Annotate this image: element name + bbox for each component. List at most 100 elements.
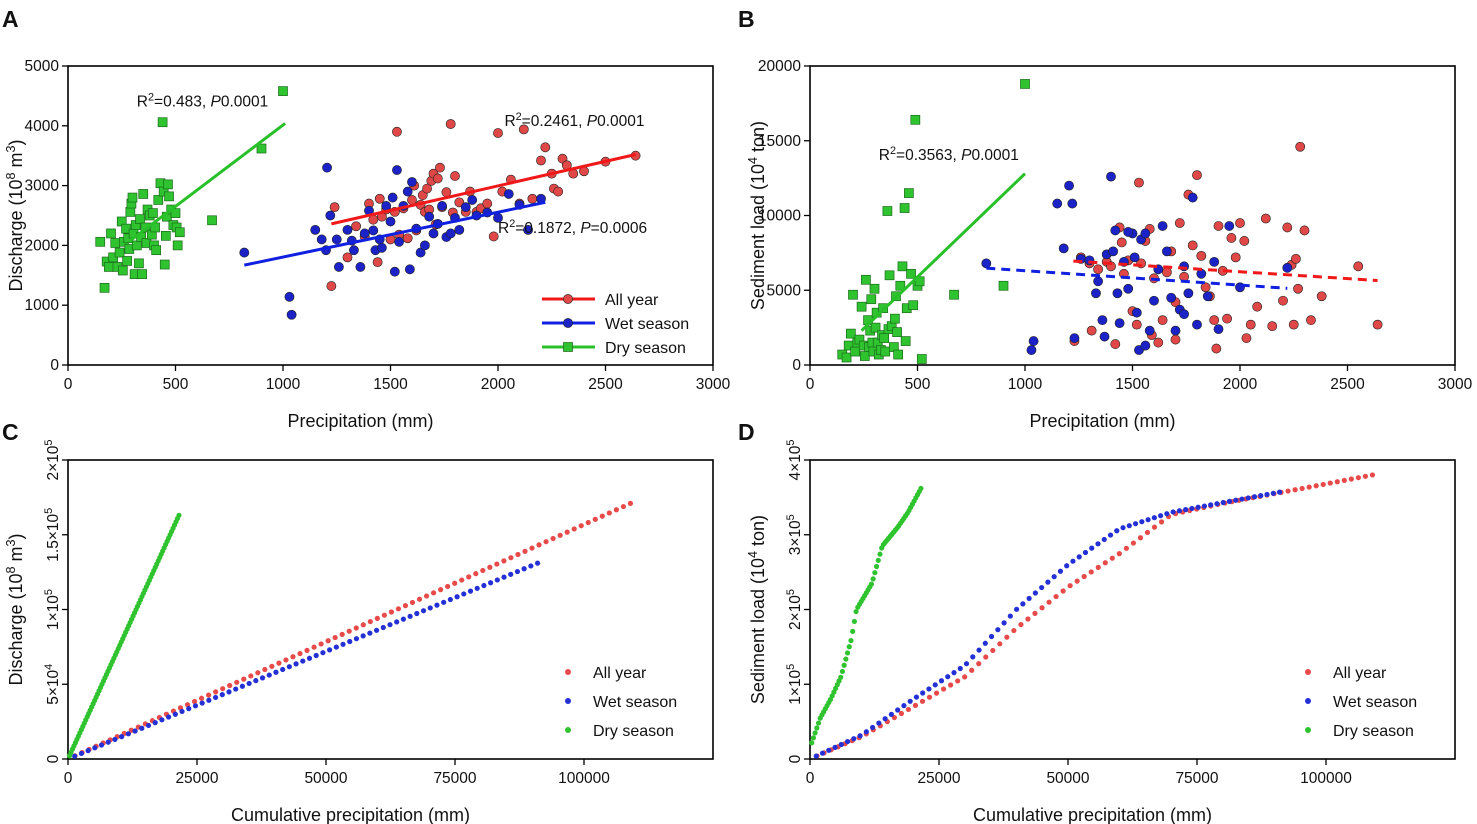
data-point-wet-season <box>851 736 857 742</box>
x-tick-label: 25000 <box>175 770 218 787</box>
data-point-wet-season <box>1107 532 1114 538</box>
data-point-all-year <box>325 638 331 644</box>
data-point-dry-season <box>157 117 168 128</box>
data-point-wet-season <box>494 577 500 583</box>
panel-b: B 0 500 1000 1500 2000 2500 3000 0 5000 10000 15000… <box>738 6 1473 431</box>
data-point-wet-season <box>963 661 970 667</box>
data-point-wet-season <box>1187 192 1198 203</box>
y-tick-label: 1×105 <box>785 664 804 705</box>
data-point-wet-season <box>901 703 907 709</box>
legend: All year Wet season Dry season <box>542 292 689 357</box>
data-point-wet-season <box>139 725 145 731</box>
data-point-all-year <box>564 529 570 535</box>
y-axis-title: Sediment load (104 ton) <box>746 121 768 310</box>
data-points <box>837 79 1383 364</box>
data-point-wet-season <box>420 608 427 614</box>
y-tick-label: 4000 <box>25 118 60 135</box>
data-point-wet-season <box>1258 493 1264 499</box>
fit-line-wet-season <box>243 200 546 267</box>
data-point-all-year <box>592 516 598 522</box>
data-point-all-year <box>1372 319 1383 330</box>
fit-line-dry-season <box>129 122 287 242</box>
data-point-wet-season <box>454 594 460 600</box>
data-point-wet-season <box>1179 309 1189 320</box>
data-point-wet-season <box>327 647 333 653</box>
data-point-all-year <box>374 615 380 621</box>
data-point-wet-season <box>359 228 370 239</box>
data-point-all-year <box>1053 593 1059 600</box>
data-point-dry-season <box>148 208 158 218</box>
panel-letter: C <box>2 419 19 445</box>
data-point-dry-season <box>256 143 267 154</box>
data-point-wet-season <box>467 195 478 205</box>
x-tick-label: 75000 <box>1175 770 1218 787</box>
data-point-wet-season <box>1245 495 1251 501</box>
data-point-wet-season <box>1131 307 1142 318</box>
data-point-all-year <box>248 673 254 679</box>
data-point-wet-season <box>481 582 487 589</box>
y-axis-title: Discharge (108 m3) <box>4 533 26 685</box>
data-point-all-year <box>1137 535 1144 541</box>
data-point-all-year <box>540 142 551 153</box>
data-point-dry-season <box>916 354 927 364</box>
legend-marker <box>563 294 573 304</box>
data-point-all-year <box>578 523 584 529</box>
data-point-wet-season <box>1112 288 1123 299</box>
data-point-all-year <box>1267 321 1278 332</box>
data-point-dry-season <box>861 274 871 285</box>
data-point-wet-season <box>78 750 85 757</box>
data-point-wet-season <box>239 683 246 689</box>
data-point-wet-season <box>331 234 342 245</box>
data-point-dry-season <box>172 240 183 251</box>
data-point-wet-season <box>427 605 433 611</box>
data-point-all-year <box>1293 283 1303 294</box>
data-point-wet-season <box>1145 517 1151 523</box>
x-tick-label: 2500 <box>588 376 623 393</box>
data-point-wet-season <box>1224 221 1235 231</box>
data-point-wet-season <box>1110 225 1121 236</box>
data-point-dry-season <box>893 349 904 360</box>
data-point-dry-season <box>135 214 145 224</box>
data-point-wet-season <box>387 192 398 203</box>
panel-d: D 0 25000 50000 75000 100000 0 1×105 2×105 3×105 4… <box>738 419 1456 824</box>
data-point-all-year <box>1239 236 1250 246</box>
fit-annotation: R2=0.483, P0.0001 <box>137 92 268 111</box>
data-point-wet-season <box>488 580 494 586</box>
data-point-wet-season <box>1166 292 1177 303</box>
data-point-all-year <box>388 609 395 615</box>
data-point-wet-season <box>306 655 313 661</box>
data-point-all-year <box>1245 319 1256 330</box>
data-point-all-year <box>1362 473 1369 479</box>
data-point-wet-season <box>1039 584 1045 591</box>
data-point-wet-season <box>1201 503 1208 509</box>
data-point-all-year <box>450 171 460 181</box>
data-point-wet-season <box>447 596 453 603</box>
data-point-wet-season <box>461 591 467 597</box>
fit-line-all-year <box>1073 259 1378 283</box>
data-point-dry-season <box>900 336 911 346</box>
data-point-all-year <box>1093 264 1103 275</box>
data-point-wet-season <box>1014 606 1020 612</box>
data-point-all-year <box>1081 573 1087 580</box>
data-point-all-year <box>445 583 451 590</box>
data-point-all-year <box>543 539 549 545</box>
data-point-wet-season <box>970 654 976 660</box>
data-point-wet-season <box>212 694 219 701</box>
data-point-wet-season <box>159 717 165 723</box>
data-point-wet-season <box>1132 521 1139 527</box>
x-tick-label: 2000 <box>481 376 516 393</box>
data-point-wet-season <box>445 228 456 239</box>
x-tick-label: 2000 <box>1223 376 1258 393</box>
data-point-dry-season <box>153 195 164 205</box>
data-point-dry-season <box>870 576 876 582</box>
data-point-wet-season <box>1064 563 1070 569</box>
data-point-wet-season <box>1213 324 1224 335</box>
data-point-wet-season <box>1089 545 1095 551</box>
data-point-wet-season <box>233 686 239 692</box>
panel-a: A 0 500 1000 1500 2000 2500 3000 0 1000 2000 3000 40… <box>2 6 731 431</box>
data-point-all-year <box>1095 564 1101 570</box>
data-point-all-year <box>1011 627 1017 634</box>
data-point-all-year <box>1123 545 1129 551</box>
legend-marker <box>563 318 573 328</box>
data-point-all-year <box>1291 253 1301 264</box>
